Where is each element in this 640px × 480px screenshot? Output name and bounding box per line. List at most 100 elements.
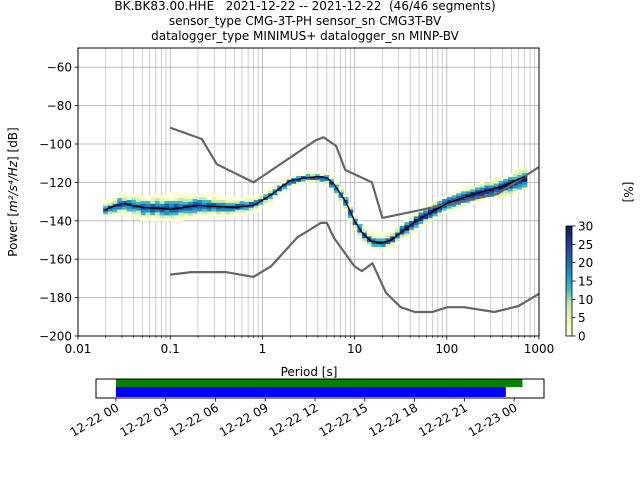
- availability-tick-label: 12-22 21: [416, 400, 470, 439]
- heatmap-cell: [475, 187, 481, 191]
- heatmap-cell: [413, 221, 420, 225]
- heatmap-cell: [366, 230, 372, 234]
- heatmap-cell: [173, 203, 179, 207]
- heatmap-cell: [216, 208, 222, 212]
- heatmap-cell: [107, 202, 114, 206]
- y-tick-label: −180: [39, 291, 72, 305]
- heatmap-cell: [310, 170, 316, 175]
- heatmap-cell: [522, 167, 528, 171]
- heatmap-cell: [173, 212, 179, 216]
- heatmap-cell: [164, 200, 170, 204]
- heatmap-cell: [352, 227, 358, 231]
- heatmap-cell: [324, 180, 330, 184]
- y-tick-label: −100: [39, 138, 72, 152]
- heatmap-cell: [423, 221, 429, 225]
- heatmap-cell: [371, 235, 377, 239]
- heatmap-cell: [427, 217, 434, 222]
- heatmap-cell: [126, 199, 132, 203]
- heatmap-cell: [164, 194, 170, 199]
- heatmap-cell: [446, 193, 453, 198]
- heatmap-cell: [522, 187, 528, 191]
- heatmap-cell: [201, 202, 208, 206]
- heatmap-cell: [475, 198, 481, 202]
- heatmap-cell: [352, 221, 358, 225]
- heatmap-cell: [173, 215, 179, 219]
- heatmap-cell: [206, 196, 212, 200]
- availability-tick-label: 12-22 09: [217, 400, 271, 439]
- heatmap-cell: [498, 194, 504, 199]
- heatmap-cell: [197, 205, 203, 209]
- heatmap-cell: [173, 194, 179, 199]
- heatmap-cell: [475, 190, 481, 194]
- heatmap-cell: [451, 194, 457, 199]
- heatmap-cell: [470, 194, 476, 199]
- heatmap-cell: [324, 174, 330, 178]
- heatmap-cell: [347, 217, 354, 222]
- heatmap-cell: [409, 223, 415, 227]
- heatmap-cell: [126, 208, 132, 212]
- heatmap-cell: [380, 238, 387, 242]
- heatmap-cell: [484, 188, 490, 192]
- heatmap-cell: [522, 181, 528, 185]
- heatmap-cell: [479, 184, 485, 188]
- heatmap-cell: [503, 190, 509, 194]
- heatmap-cell: [366, 236, 372, 240]
- x-axis-label: Period [s]: [281, 365, 338, 379]
- heatmap-cell: [493, 194, 500, 199]
- heatmap-cell: [121, 206, 128, 210]
- heatmap-cell: [380, 246, 387, 250]
- heatmap-cell: [423, 210, 429, 214]
- heatmap-cell: [493, 189, 500, 193]
- heatmap-cell: [390, 244, 396, 248]
- heatmap-cell: [206, 205, 212, 209]
- heatmap-cell: [126, 211, 132, 215]
- heatmap-cell: [503, 181, 509, 185]
- heatmap-cell: [169, 194, 175, 199]
- heatmap-cell: [343, 205, 349, 209]
- heatmap-cell: [253, 205, 260, 209]
- heatmap-cell: [131, 208, 137, 212]
- heatmap-cell: [446, 208, 453, 212]
- heatmap-cell: [263, 202, 269, 206]
- heatmap-cell: [512, 191, 518, 195]
- heatmap-cell: [380, 243, 387, 248]
- heatmap-cell: [112, 203, 118, 207]
- heatmap-cell: [121, 192, 128, 196]
- heatmap-cell: [164, 212, 170, 216]
- heatmap-cell: [385, 246, 391, 250]
- heatmap-cell: [333, 192, 340, 197]
- heatmap-cell: [169, 206, 175, 210]
- heatmap-cell: [404, 224, 410, 228]
- availability-tick-label: 12-22 06: [167, 400, 221, 439]
- heatmap-cell: [305, 176, 311, 180]
- availability-tick-label: 12-22 03: [117, 400, 171, 439]
- heatmap-cell: [211, 196, 217, 200]
- heatmap-cell: [220, 199, 227, 203]
- heatmap-cell: [192, 207, 198, 211]
- heatmap-cell: [277, 185, 283, 189]
- heatmap-cell: [173, 217, 179, 222]
- heatmap-cell: [117, 209, 123, 213]
- data-availability-panel: [115, 379, 523, 397]
- x-tick-label: 10: [347, 342, 362, 356]
- heatmap-cell: [409, 220, 415, 224]
- heatmap-cell: [140, 215, 147, 219]
- heatmap-cell: [507, 182, 514, 186]
- y-tick-label: −200: [39, 330, 72, 344]
- axis-ticks: 0.01 0.1 1 10 100 1000 −60 −80 −100 −120 −140 −160 −…: [39, 61, 554, 356]
- heatmap-cell: [187, 213, 194, 217]
- heatmap-cell: [423, 216, 429, 220]
- heatmap-cell: [112, 194, 118, 199]
- heatmap-cell: [220, 211, 227, 215]
- heatmap-cell: [399, 237, 405, 241]
- heatmap-cell: [489, 182, 495, 186]
- heatmap-cell: [277, 182, 283, 186]
- heatmap-cell: [197, 202, 203, 206]
- heatmap-cell: [498, 186, 504, 190]
- heatmap-cell: [272, 192, 278, 196]
- heatmap-cell: [399, 231, 405, 235]
- colorbar-tick-label: 15: [578, 275, 593, 289]
- heatmap-cell: [216, 211, 222, 215]
- heatmap-cell: [446, 196, 453, 200]
- heatmap-cell: [418, 217, 424, 222]
